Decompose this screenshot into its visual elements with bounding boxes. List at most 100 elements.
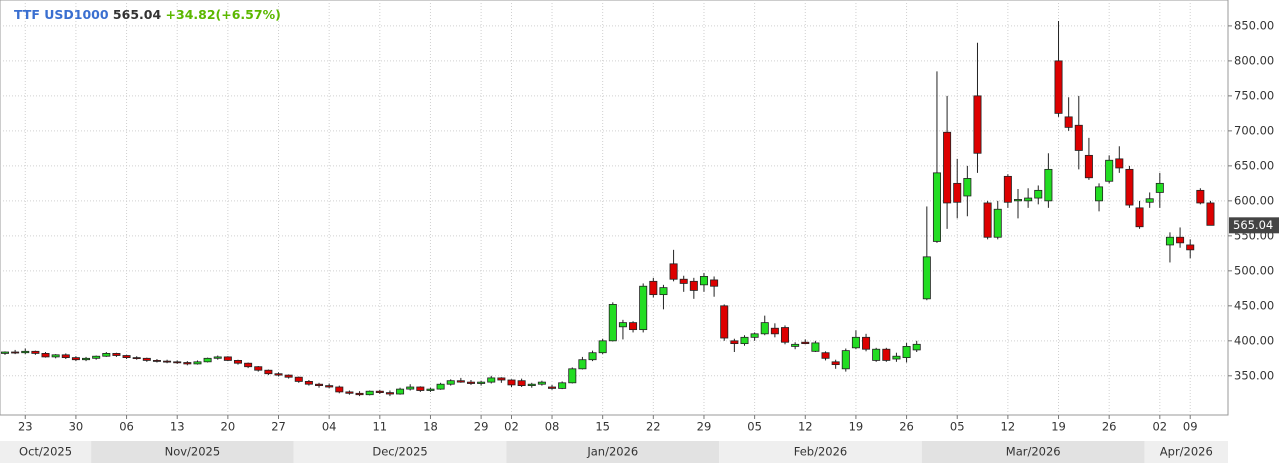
candle-body xyxy=(213,356,222,359)
candle-body xyxy=(1044,168,1053,202)
candle-body xyxy=(568,368,577,384)
x-tick-label: 30 xyxy=(69,420,84,434)
candle-body xyxy=(183,362,192,365)
candle-body xyxy=(456,380,465,383)
candle-body xyxy=(963,178,972,197)
candle-body xyxy=(548,386,557,389)
candle-body xyxy=(71,357,80,361)
candle-body xyxy=(102,353,111,357)
candle-body xyxy=(507,379,516,386)
candle-body xyxy=(831,361,840,366)
x-tick-label: 04 xyxy=(322,420,337,434)
candle-body xyxy=(294,376,303,382)
candle-body xyxy=(487,377,496,383)
candle-body xyxy=(345,391,354,394)
candle-body xyxy=(791,343,800,347)
candle-body xyxy=(122,355,131,359)
candle-body xyxy=(325,385,334,388)
candle-body xyxy=(61,354,70,359)
candle-body xyxy=(517,380,526,387)
candle-body xyxy=(639,285,648,331)
candle-body xyxy=(649,280,658,296)
month-label: Dec/2025 xyxy=(372,445,427,459)
month-band xyxy=(91,441,294,463)
month-label: Jan/2026 xyxy=(586,445,638,459)
candle-body xyxy=(1176,236,1185,244)
candle-body xyxy=(720,305,729,339)
y-tick-label: 350.00 xyxy=(1234,368,1274,382)
candle-body xyxy=(1125,168,1134,206)
candle-body xyxy=(142,357,151,361)
y-tick-label: 800.00 xyxy=(1234,53,1274,67)
candle-body xyxy=(244,362,253,368)
x-tick-label: 05 xyxy=(950,420,965,434)
candle-body xyxy=(416,386,425,391)
candle-body xyxy=(11,351,20,354)
candle-body xyxy=(385,392,394,395)
candle-body xyxy=(152,360,161,362)
candle-body xyxy=(1064,116,1073,128)
y-tick-label: 500.00 xyxy=(1234,263,1274,277)
x-tick-label: 12 xyxy=(1001,420,1016,434)
candle-body xyxy=(932,172,941,242)
candle-body xyxy=(436,383,445,390)
last-price: 565.04 xyxy=(113,7,162,22)
x-tick-label: 27 xyxy=(271,420,286,434)
candle-body xyxy=(841,350,850,370)
candle-body xyxy=(1095,186,1104,202)
y-tick-label: 700.00 xyxy=(1234,123,1274,137)
month-label: Oct/2025 xyxy=(19,445,72,459)
price-badge xyxy=(1229,217,1279,234)
x-tick-label: 22 xyxy=(646,420,661,434)
candle-body xyxy=(426,388,435,391)
candle-body xyxy=(1034,189,1043,199)
candle-body xyxy=(811,342,820,352)
y-tick-label: 750.00 xyxy=(1234,88,1274,102)
candle-body xyxy=(163,360,172,363)
candle-body xyxy=(953,182,962,203)
x-tick-label: 15 xyxy=(595,420,610,434)
candle-body xyxy=(315,383,324,387)
candle-body xyxy=(1054,60,1063,114)
x-tick-label: 06 xyxy=(119,420,134,434)
candle-body xyxy=(264,369,273,375)
candle-body xyxy=(943,131,952,204)
candle-body xyxy=(21,350,30,354)
candle-body xyxy=(537,381,546,385)
y-tick-label: 450.00 xyxy=(1234,298,1274,312)
candle-body xyxy=(497,377,506,381)
candle-body xyxy=(355,392,364,396)
candle-body xyxy=(375,390,384,394)
candle-body xyxy=(902,346,911,359)
candle-body xyxy=(679,278,688,284)
y-tick-label: 650.00 xyxy=(1234,158,1274,172)
x-tick-label: 20 xyxy=(221,420,236,434)
candle-body xyxy=(223,356,232,361)
candle-body xyxy=(132,357,141,360)
candle-body xyxy=(1074,124,1083,151)
candle-body xyxy=(558,382,567,389)
candle-body xyxy=(1206,202,1215,226)
candle-body xyxy=(892,355,901,360)
y-tick-label: 850.00 xyxy=(1234,18,1274,32)
candle-body xyxy=(801,341,810,345)
candle-body xyxy=(781,327,790,343)
candle-body xyxy=(669,263,678,280)
candle-body xyxy=(254,366,263,371)
candle-body xyxy=(973,95,982,154)
candle-body xyxy=(1003,175,1012,203)
candle-body xyxy=(233,360,242,364)
x-tick-label: 11 xyxy=(372,420,387,434)
candle-body xyxy=(740,336,749,345)
candle-body xyxy=(335,386,344,393)
candle-body xyxy=(527,383,536,387)
x-tick-label: 29 xyxy=(697,420,712,434)
candle-body xyxy=(1084,154,1093,179)
x-tick-label: 09 xyxy=(1183,420,1198,434)
candle-body xyxy=(912,343,921,351)
candle-body xyxy=(699,276,708,286)
candle-body xyxy=(274,373,283,376)
candle-body xyxy=(993,208,1002,238)
candle-body xyxy=(31,350,40,354)
